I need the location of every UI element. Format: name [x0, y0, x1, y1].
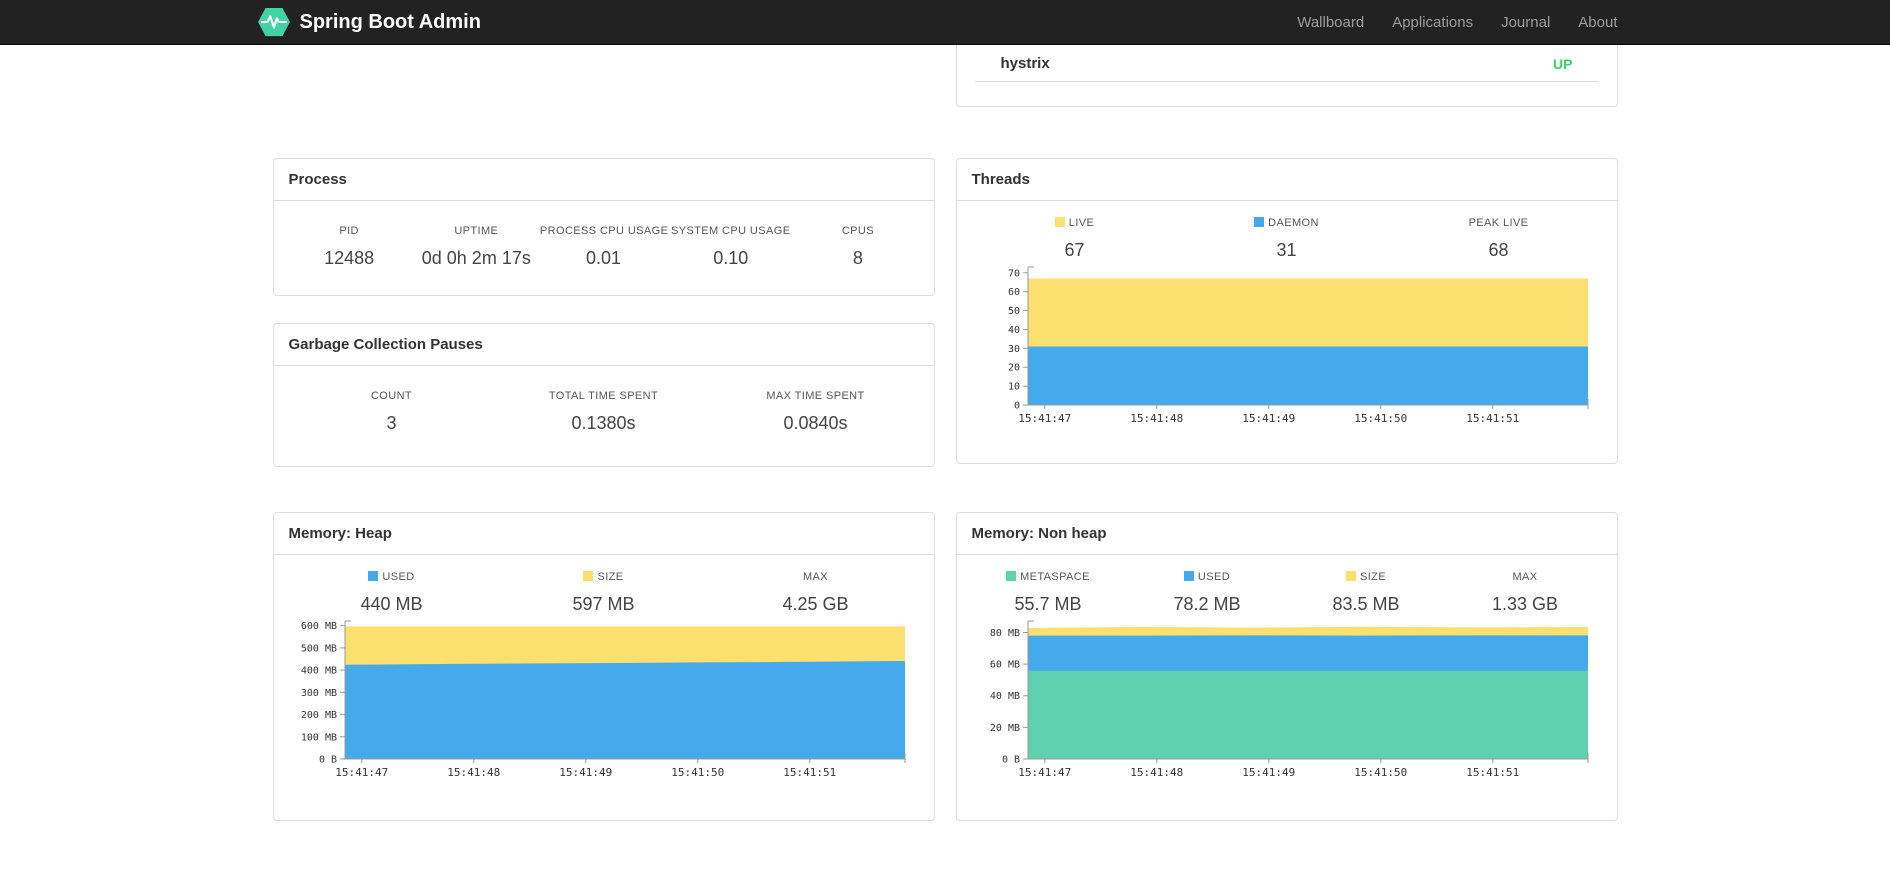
memory-nonheap-panel-title: Memory: Non heap — [956, 513, 1617, 555]
svg-text:100 MB: 100 MB — [300, 732, 336, 743]
svg-text:20 MB: 20 MB — [989, 723, 1019, 734]
nav-links: Wallboard Applications Journal About — [1283, 14, 1617, 31]
svg-text:40 MB: 40 MB — [989, 691, 1019, 702]
svg-text:15:41:50: 15:41:50 — [1354, 766, 1407, 779]
gc-panel: Garbage Collection Pauses COUNT 3 TOTAL … — [272, 323, 935, 467]
svg-text:15:41:51: 15:41:51 — [783, 766, 836, 779]
metric-threads-peak-live: PEAK LIVE 68 — [1468, 217, 1529, 260]
gc-metrics: COUNT 3 TOTAL TIME SPENT 0.1380s MAX TIM… — [274, 366, 934, 434]
svg-text:30: 30 — [1007, 344, 1019, 355]
legend-swatch-used — [368, 571, 379, 581]
nav-item-about[interactable]: About — [1578, 13, 1618, 31]
metric-cpus: CPUS 8 — [841, 225, 874, 268]
svg-text:600 MB: 600 MB — [300, 621, 336, 632]
svg-text:15:41:48: 15:41:48 — [1130, 766, 1183, 779]
svg-text:15:41:47: 15:41:47 — [1018, 766, 1071, 779]
process-panel: Process PID 12488 UPTIME 0d 0h 2m 17s PR… — [272, 158, 935, 296]
svg-text:400 MB: 400 MB — [300, 666, 336, 677]
metric-threads-daemon: DAEMON 31 — [1181, 217, 1393, 261]
service-name[interactable]: hystrix — [1000, 55, 1050, 72]
metric-gc-total-time: TOTAL TIME SPENT 0.1380s — [548, 390, 659, 433]
metric-heap-size: SIZE 597 MB — [572, 571, 635, 614]
process-metrics: PID 12488 UPTIME 0d 0h 2m 17s PROCESS CP… — [274, 201, 934, 269]
process-panel-title: Process — [273, 159, 934, 201]
svg-text:20: 20 — [1007, 363, 1019, 374]
left-column: Process PID 12488 UPTIME 0d 0h 2m 17s PR… — [272, 45, 935, 821]
metric-nonheap-used: USED 78.2 MB — [1173, 571, 1241, 614]
svg-text:200 MB: 200 MB — [300, 710, 336, 721]
svg-text:10: 10 — [1007, 382, 1019, 393]
svg-text:70: 70 — [1007, 268, 1019, 279]
svg-text:15:41:51: 15:41:51 — [1466, 412, 1519, 425]
navbar: Spring Boot Admin Wallboard Applications… — [0, 0, 1890, 45]
service-row[interactable]: hystrix UP — [974, 45, 1599, 82]
svg-text:0 B: 0 B — [318, 755, 336, 766]
svg-text:15:41:49: 15:41:49 — [1242, 766, 1295, 779]
legend-swatch-live — [1054, 217, 1065, 227]
memory-heap-panel-title: Memory: Heap — [273, 513, 934, 555]
metric-nonheap-size: SIZE 83.5 MB — [1332, 571, 1400, 614]
metric-threads-live: LIVE 67 — [969, 217, 1181, 261]
metric-system-cpu-usage: SYSTEM CPU USAGE 0.10 — [670, 225, 791, 268]
brand-link[interactable]: Spring Boot Admin — [257, 7, 481, 37]
threads-chart: 0 10 20 30 40 50 60 70 15:41:47 15:41:48 15:41:49 1… — [972, 263, 1602, 435]
svg-text:15:41:51: 15:41:51 — [1466, 766, 1519, 779]
nav-item-applications[interactable]: Applications — [1392, 13, 1474, 31]
svg-text:15:41:49: 15:41:49 — [1242, 412, 1295, 425]
metric-nonheap-max: MAX 1.33 GB — [1491, 571, 1559, 614]
svg-text:60 MB: 60 MB — [989, 660, 1019, 671]
legend-swatch-metaspace — [1006, 571, 1017, 581]
legend-swatch-size — [1345, 571, 1356, 581]
memory-heap-panel: Memory: Heap USED 440 MB SIZE 597 MB MAX… — [272, 512, 935, 821]
legend-swatch-size — [583, 571, 594, 581]
metric-heap-used: USED 440 MB — [360, 571, 423, 614]
metric-pid: PID 12488 — [324, 225, 375, 268]
svg-text:15:41:50: 15:41:50 — [671, 766, 724, 779]
services-panel: hystrix UP — [955, 45, 1618, 107]
svg-text:0 B: 0 B — [1001, 755, 1019, 766]
svg-text:40: 40 — [1007, 325, 1019, 336]
metric-gc-max-time: MAX TIME SPENT 0.0840s — [766, 390, 865, 433]
service-status-badge: UP — [1553, 55, 1573, 72]
svg-text:60: 60 — [1007, 287, 1019, 298]
svg-text:0: 0 — [1013, 401, 1019, 412]
threads-panel: Threads LIVE 67 DAEMON 31 PEAK LIVE 68 0… — [955, 158, 1618, 464]
metric-heap-max: MAX 4.25 GB — [782, 571, 849, 614]
metric-gc-count: COUNT 3 — [370, 390, 413, 433]
threads-legend: LIVE 67 DAEMON 31 PEAK LIVE 68 — [957, 201, 1617, 261]
metric-process-cpu-usage: PROCESS CPU USAGE 0.01 — [539, 225, 669, 268]
svg-text:15:41:47: 15:41:47 — [1018, 412, 1071, 425]
metric-nonheap-metaspace: METASPACE 55.7 MB — [969, 571, 1128, 615]
nav-item-journal[interactable]: Journal — [1501, 13, 1551, 31]
memory-nonheap-chart: 0 B 20 MB 40 MB 60 MB 80 MB 15:41:47 15:41:48 1… — [972, 617, 1602, 789]
memory-heap-legend: USED 440 MB SIZE 597 MB MAX 4.25 GB — [274, 555, 934, 615]
svg-text:15:41:50: 15:41:50 — [1354, 412, 1407, 425]
metric-uptime: UPTIME 0d 0h 2m 17s — [421, 225, 531, 268]
memory-nonheap-legend: METASPACE 55.7 MB USED 78.2 MB SIZE 83.5… — [957, 555, 1617, 615]
svg-text:50: 50 — [1007, 306, 1019, 317]
memory-nonheap-panel: Memory: Non heap METASPACE 55.7 MB USED … — [955, 512, 1618, 821]
threads-panel-title: Threads — [956, 159, 1617, 201]
svg-text:15:41:47: 15:41:47 — [335, 766, 388, 779]
svg-text:300 MB: 300 MB — [300, 688, 336, 699]
svg-text:15:41:49: 15:41:49 — [559, 766, 612, 779]
nav-item-wallboard[interactable]: Wallboard — [1297, 13, 1365, 31]
svg-text:15:41:48: 15:41:48 — [447, 766, 500, 779]
memory-heap-chart: 0 B 100 MB 200 MB 300 MB 400 MB 500 MB 600 MB 1… — [289, 617, 919, 789]
svg-text:500 MB: 500 MB — [300, 643, 336, 654]
brand-title: Spring Boot Admin — [299, 10, 481, 33]
svg-text:15:41:48: 15:41:48 — [1130, 412, 1183, 425]
gc-panel-title: Garbage Collection Pauses — [273, 324, 934, 366]
right-column: hystrix UP Threads LIVE 67 DAEMON 31 PEA… — [955, 45, 1618, 821]
legend-swatch-daemon — [1254, 217, 1265, 227]
app-logo-icon — [257, 7, 291, 37]
svg-text:80 MB: 80 MB — [989, 628, 1019, 639]
legend-swatch-used — [1183, 571, 1194, 581]
